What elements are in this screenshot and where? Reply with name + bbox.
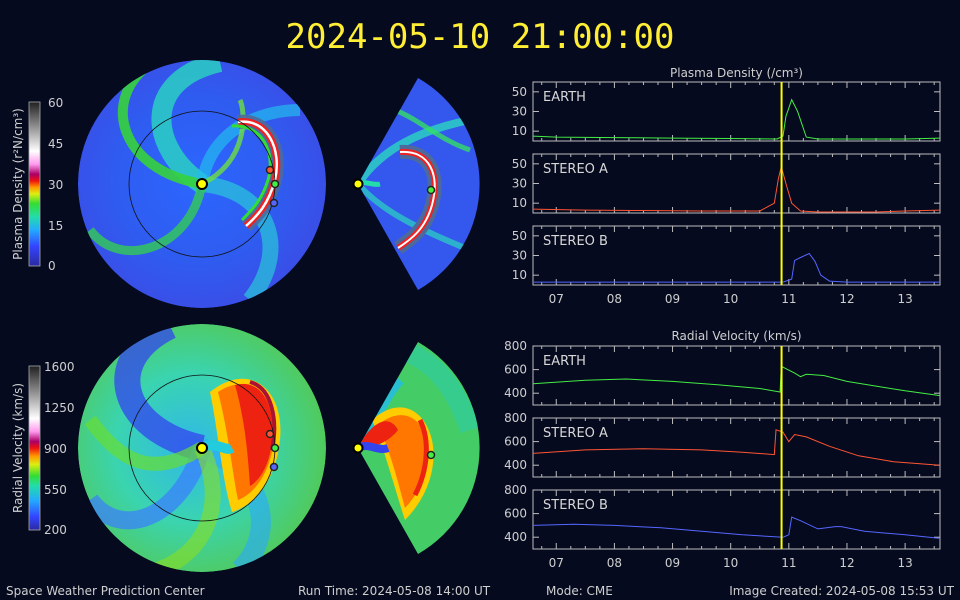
series-panel: 800 600 400 STEREO A xyxy=(504,411,941,478)
panel-label: EARTH xyxy=(543,354,586,369)
x-tick-label: 10 xyxy=(723,556,738,570)
x-tick-label: 12 xyxy=(839,556,854,570)
stereo-b-marker-velocity xyxy=(269,462,279,472)
x-tick-label: 07 xyxy=(549,556,564,570)
y-tick-label: 600 xyxy=(504,435,527,449)
y-tick-label: 400 xyxy=(504,386,527,400)
panel-frame xyxy=(532,417,941,478)
panel-frame xyxy=(532,489,941,550)
stereo-a-marker-velocity xyxy=(265,429,275,439)
y-tick-label: 800 xyxy=(504,339,527,353)
series-line xyxy=(532,516,941,539)
series-line xyxy=(533,252,940,283)
density-tick: 15 xyxy=(48,219,63,233)
x-tick-label: 09 xyxy=(665,556,680,570)
x-tick-label: 08 xyxy=(607,556,622,570)
footer-image-created: Image Created: 2024-05-08 15:53 UT xyxy=(729,584,954,598)
y-tick-label: 50 xyxy=(512,157,527,171)
x-tick-label: 12 xyxy=(839,292,854,306)
timestamp-title: 2024-05-10 21:00:00 xyxy=(286,17,675,57)
panel-label: STEREO A xyxy=(543,162,608,177)
footer-run-time: Run Time: 2024-05-08 14:00 UT xyxy=(298,584,491,598)
time-series-plots: Plasma Density (/cm³) 50 30 10 EARTH 50 30 10 ST… xyxy=(504,66,941,570)
panel-frame xyxy=(532,81,941,142)
x-tick-label: 09 xyxy=(665,292,680,306)
earth-marker-wedge xyxy=(426,185,436,195)
stereo-b-marker xyxy=(269,198,279,208)
panel-frame xyxy=(532,153,941,214)
y-tick-label: 400 xyxy=(504,458,527,472)
chart-title: Plasma Density (/cm³) xyxy=(670,66,803,80)
series-panel: 50 30 10 EARTH xyxy=(512,81,941,142)
sun-marker-wedge-velocity xyxy=(352,442,364,454)
y-tick-label: 50 xyxy=(512,85,527,99)
panel-label: STEREO B xyxy=(543,498,608,513)
density-colorbar: Plasma Density (r²N/cm³) 60 45 30 15 0 xyxy=(11,96,63,273)
panel-label: STEREO B xyxy=(543,234,608,249)
stereo-a-marker xyxy=(265,165,275,175)
density-colorbar-label: Plasma Density (r²N/cm³) xyxy=(11,108,25,260)
series-line xyxy=(532,98,941,140)
x-tick-label: 07 xyxy=(549,292,564,306)
earth-marker-velocity xyxy=(270,443,280,453)
density-tick: 30 xyxy=(48,178,63,192)
velocity-tick: 200 xyxy=(44,523,67,537)
velocity-colorbar: Radial Velocity (km/s) 1600 1250 900 550… xyxy=(11,360,75,537)
panel-label: EARTH xyxy=(543,90,586,105)
x-tick-label: 10 xyxy=(723,292,738,306)
y-tick-label: 30 xyxy=(512,249,527,263)
series-line xyxy=(532,365,941,397)
density-tick: 0 xyxy=(48,259,56,273)
panel-label: STEREO A xyxy=(543,426,608,441)
y-tick-label: 600 xyxy=(504,363,527,377)
y-tick-label: 10 xyxy=(512,196,527,210)
velocity-tick: 550 xyxy=(44,483,67,497)
velocity-tick: 1600 xyxy=(44,360,75,374)
y-tick-label: 50 xyxy=(512,229,527,243)
x-tick-label: 13 xyxy=(897,292,912,306)
density-tick: 60 xyxy=(48,96,63,110)
footer-center-name: Space Weather Prediction Center xyxy=(6,584,205,598)
sun-marker-wedge xyxy=(352,178,364,190)
velocity-meridional-wedge xyxy=(358,342,480,554)
y-tick-label: 400 xyxy=(504,530,527,544)
panel-frame xyxy=(532,225,941,286)
y-tick-label: 30 xyxy=(512,177,527,191)
density-tick: 45 xyxy=(48,137,63,151)
velocity-tick: 900 xyxy=(44,442,67,456)
series-panel: 800 600 400 EARTH xyxy=(504,339,941,406)
x-tick-label: 08 xyxy=(607,292,622,306)
series-line xyxy=(532,429,941,466)
density-meridional-wedge xyxy=(358,78,480,290)
sun-marker-velocity xyxy=(196,442,208,454)
series-panel: 50 30 10 STEREO B xyxy=(512,225,941,286)
x-tick-label: 11 xyxy=(781,556,796,570)
velocity-tick: 1250 xyxy=(44,401,75,415)
y-tick-label: 800 xyxy=(504,411,527,425)
series-panel: 50 30 10 STEREO A xyxy=(512,153,941,214)
panel-frame xyxy=(532,345,941,406)
x-tick-label: 11 xyxy=(781,292,796,306)
footer-mode: Mode: CME xyxy=(546,584,613,598)
y-tick-label: 10 xyxy=(512,268,527,282)
sun-marker xyxy=(196,178,208,190)
earth-marker xyxy=(270,179,280,189)
earth-marker-wedge-velocity xyxy=(426,450,436,460)
x-tick-label: 13 xyxy=(897,556,912,570)
chart-title: Radial Velocity (km/s) xyxy=(671,329,801,343)
velocity-colorbar-label: Radial Velocity (km/s) xyxy=(11,383,25,513)
series-panel: 800 600 400 STEREO B xyxy=(504,483,941,550)
y-tick-label: 800 xyxy=(504,483,527,497)
y-tick-label: 30 xyxy=(512,105,527,119)
y-tick-label: 600 xyxy=(504,507,527,521)
y-tick-label: 10 xyxy=(512,124,527,138)
